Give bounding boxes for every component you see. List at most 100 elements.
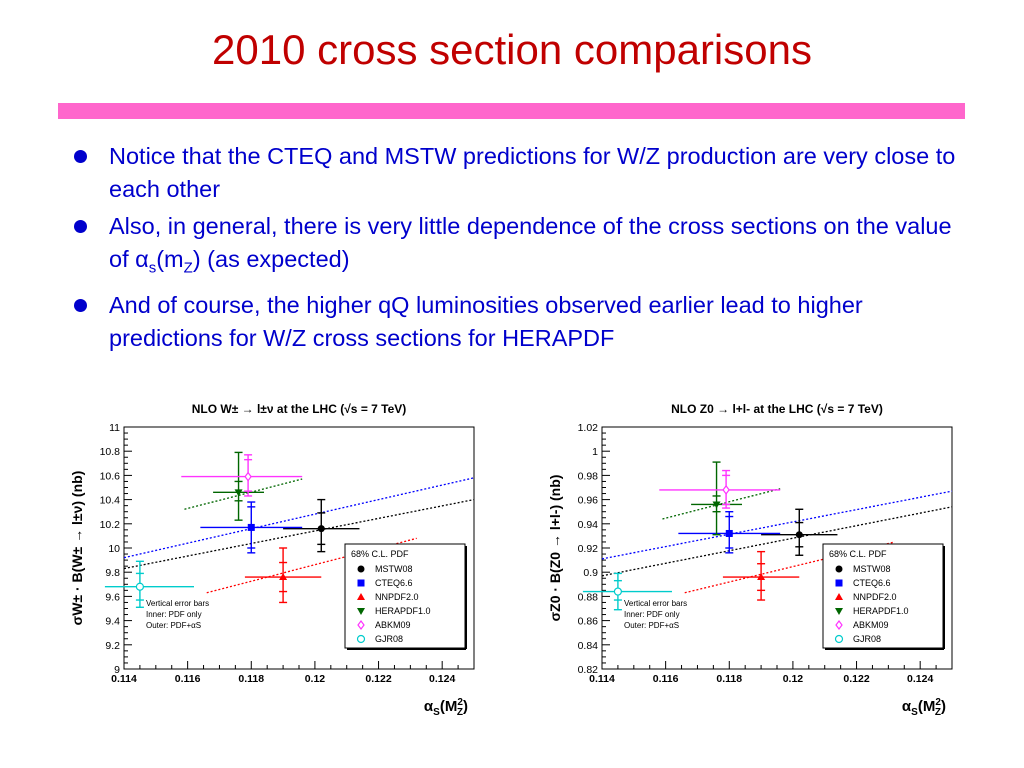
error-bar-note: Outer: PDF+αS [624, 621, 679, 630]
y-tick-label: 0.86 [578, 616, 599, 628]
y-tick-label: 10.6 [100, 470, 121, 482]
data-point [613, 587, 623, 596]
legend-label: CTEQ6.6 [853, 578, 891, 588]
x-axis-label: αS(M2 Z) [902, 697, 946, 718]
data-point [795, 531, 803, 539]
legend-marker [835, 579, 843, 587]
legend-marker [835, 565, 843, 573]
bullet-dot-icon [74, 220, 87, 233]
y-tick-label: 0.88 [578, 591, 599, 603]
x-tick-label: 0.124 [907, 673, 933, 685]
x-axis-label: αS(M2 Z) [424, 697, 468, 718]
data-point [722, 484, 730, 495]
bullet-text: (m [156, 246, 184, 272]
legend-marker [835, 593, 843, 600]
y-tick-label: 0.98 [578, 470, 599, 482]
y-tick-label: 0.96 [578, 495, 599, 507]
bullet-text: And of course, the higher qQ luminositie… [109, 291, 863, 351]
bullet-dot-icon [74, 298, 87, 312]
y-tick-label: 9.4 [105, 616, 120, 628]
legend-marker [357, 579, 365, 587]
prediction-line [123, 498, 475, 570]
y-tick-label: 10 [108, 543, 120, 555]
prediction-line [601, 506, 953, 577]
y-tick-label: 9.2 [105, 640, 120, 652]
z-cross-section-chart: NLO Z0 → l+l- at the LHC (√s = 7 TeV) 0.8… [547, 402, 953, 718]
legend-marker [835, 608, 843, 615]
legend-label: ABKM09 [375, 620, 411, 630]
prediction-line [184, 478, 303, 510]
y-tick-label: 9.6 [105, 591, 120, 603]
bullet-dot-icon [74, 150, 87, 163]
data-point [234, 489, 243, 497]
legend-marker [357, 608, 365, 615]
error-bar-note: Vertical error bars [146, 599, 209, 608]
data-point [244, 471, 252, 482]
x-tick-label: 0.114 [111, 673, 137, 685]
x-tick-label: 0.12 [305, 673, 326, 685]
y-tick-label: 0.82 [578, 664, 599, 676]
legend-marker [834, 634, 844, 644]
y-axis-label: σZ0 · B(Z0 → l+l-) (nb) [547, 475, 563, 622]
y-tick-label: 0.92 [578, 543, 599, 555]
legend-label: GJR08 [853, 634, 881, 644]
y-tick-label: 1 [592, 446, 598, 458]
y-tick-label: 10.8 [100, 446, 121, 458]
error-bar-note: Inner: PDF only [624, 610, 680, 619]
data-point [135, 582, 145, 591]
data-point [725, 529, 733, 537]
x-tick-label: 0.122 [365, 673, 391, 685]
legend-label: GJR08 [375, 634, 403, 644]
bullet-text: Notice that the CTEQ and MSTW prediction… [109, 143, 956, 202]
x-tick-label: 0.116 [653, 673, 679, 685]
y-tick-label: 9.8 [105, 567, 120, 579]
prediction-line [601, 490, 953, 560]
y-tick-label: 10.4 [100, 495, 121, 507]
alpha-subscript: s [148, 259, 157, 277]
data-point [279, 573, 288, 581]
bullet-item: And of course, the higher qQ luminositie… [72, 289, 972, 355]
x-tick-label: 0.122 [843, 673, 869, 685]
legend-title: 68% C.L. PDF [351, 549, 409, 559]
legend-label: NNPDF2.0 [853, 592, 897, 602]
legend-marker [357, 593, 365, 600]
legend-label: CTEQ6.6 [375, 578, 413, 588]
chart-title: NLO W± → l±ν at the LHC (√s = 7 TeV) [192, 402, 407, 416]
error-bar-note: Inner: PDF only [146, 610, 202, 619]
x-tick-label: 0.12 [783, 673, 804, 685]
bullet-text: ) (as expected) [192, 246, 350, 272]
bullet-list: Notice that the CTEQ and MSTW prediction… [72, 140, 972, 359]
legend-marker [357, 565, 365, 573]
legend-label: MSTW08 [853, 564, 891, 574]
x-tick-label: 0.116 [175, 673, 201, 685]
mass-subscript: Z [183, 259, 193, 277]
x-tick-label: 0.124 [429, 673, 455, 685]
legend-label: ABKM09 [853, 620, 889, 630]
w-cross-section-chart: NLO W± → l±ν at the LHC (√s = 7 TeV) 9 9.2… [69, 402, 475, 718]
legend-label: HERAPDF1.0 [853, 606, 909, 616]
bullet-item: Notice that the CTEQ and MSTW prediction… [72, 140, 972, 206]
legend-title: 68% C.L. PDF [829, 549, 887, 559]
x-tick-label: 0.114 [589, 673, 615, 685]
page-title: 2010 cross section comparisons [212, 26, 812, 73]
y-tick-label: 11 [109, 422, 120, 434]
y-tick-label: 9 [114, 664, 120, 676]
data-point [317, 525, 325, 533]
y-tick-label: 0.94 [578, 519, 599, 531]
bullet-text: Also, in general, there is very little d… [109, 213, 952, 272]
alpha-symbol: α [135, 246, 149, 272]
legend-label: HERAPDF1.0 [375, 606, 431, 616]
y-tick-label: 0.84 [578, 640, 599, 652]
legend-marker [357, 620, 365, 630]
y-axis-label: σW± · B(W± → l±ν) (nb) [69, 471, 85, 626]
y-tick-label: 0.9 [583, 567, 598, 579]
error-bar-note: Outer: PDF+αS [146, 621, 201, 630]
y-tick-label: 1.02 [578, 422, 599, 434]
legend-marker [356, 634, 366, 644]
chart-title: NLO Z0 → l+l- at the LHC (√s = 7 TeV) [671, 402, 883, 416]
data-point [712, 501, 721, 509]
title-divider [58, 103, 965, 119]
data-point [757, 573, 766, 581]
y-tick-label: 10.2 [100, 519, 121, 531]
legend-label: NNPDF2.0 [375, 592, 419, 602]
